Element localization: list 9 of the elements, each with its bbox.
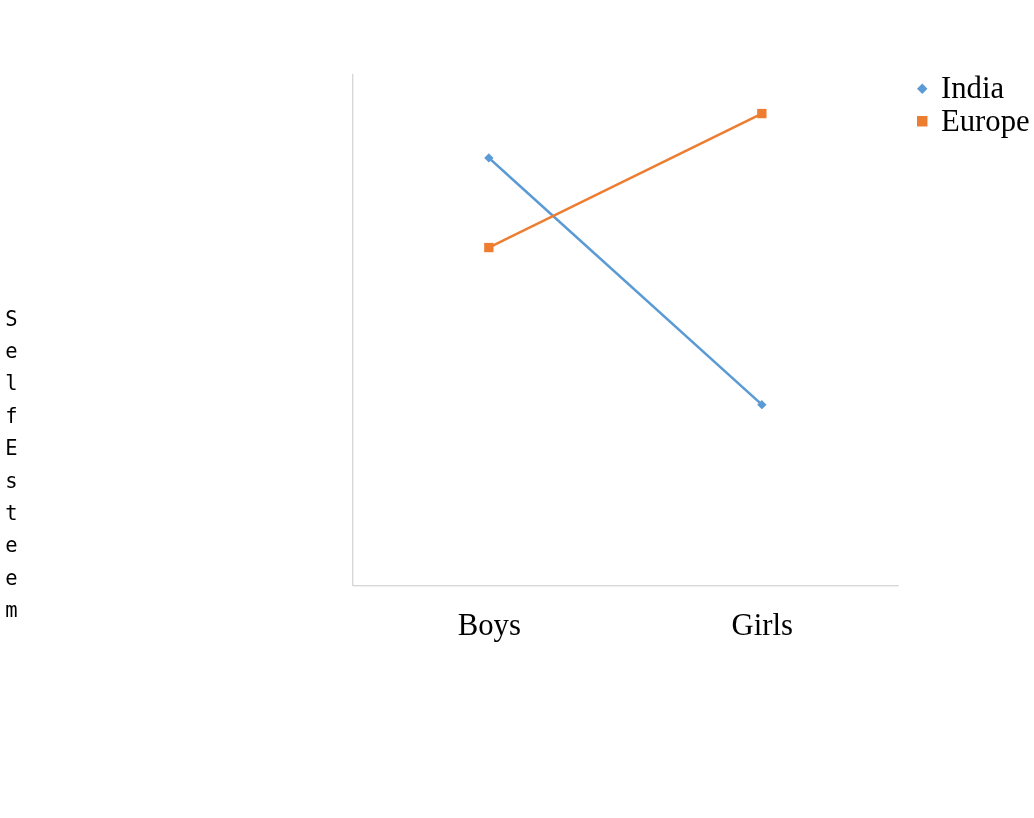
point bbox=[484, 153, 494, 163]
point bbox=[757, 399, 767, 410]
point bbox=[484, 242, 494, 253]
point bbox=[757, 108, 767, 119]
text: Self Esteem bbox=[5, 306, 18, 623]
legend-label: India bbox=[941, 71, 1005, 106]
x-tick-label: Girls bbox=[731, 608, 793, 643]
x-tick-label: Boys bbox=[457, 608, 521, 643]
legend-label: Europe bbox=[941, 103, 1030, 138]
